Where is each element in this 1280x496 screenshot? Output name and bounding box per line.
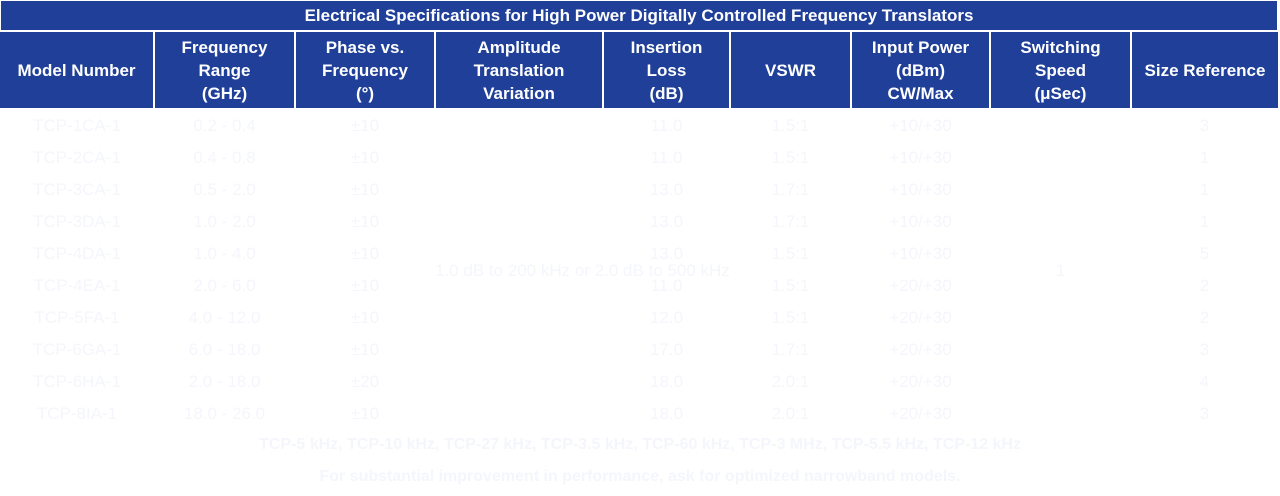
table-row: TCP-8IA-1 18.0 - 26.0 ±10 18.0 2.0:1 +20… xyxy=(0,398,1278,430)
cell-insertion-loss: 17.0 xyxy=(649,340,684,359)
table-body: TCP-1CA-1 0.2 - 0.4 ±10 1.0 dB to 200 kH… xyxy=(0,109,1278,430)
cell-size-reference: 3 xyxy=(1199,340,1210,359)
cell-model: TCP-4EA-1 xyxy=(33,276,121,295)
cell-size-reference: 2 xyxy=(1199,276,1210,295)
header-phase-vs-frequency: Phase vs. Frequency (°) xyxy=(295,32,436,110)
cell-model: TCP-6GA-1 xyxy=(32,340,122,359)
table-row: TCP-3DA-1 1.0 - 2.0 ±10 13.0 1.7:1 +10/+… xyxy=(0,206,1278,238)
cell-size-reference: 1 xyxy=(1199,148,1210,167)
cell-vswr: 1.7:1 xyxy=(771,180,810,199)
cell-phase: ±10 xyxy=(350,308,380,327)
cell-phase: ±10 xyxy=(350,116,380,135)
cell-amplitude-variation: 1.0 dB to 200 kHz or 2.0 dB to 500 kHz xyxy=(435,260,730,280)
cell-switching-speed: 1 xyxy=(1055,260,1066,280)
header-vswr: VSWR xyxy=(730,32,852,110)
cell-vswr: 1.5:1 xyxy=(771,244,810,263)
cell-insertion-loss: 12.0 xyxy=(649,308,684,327)
table-row: TCP-6GA-1 6.0 - 18.0 ±10 17.0 1.7:1 +20/… xyxy=(0,334,1278,366)
cell-frequency: 2.0 - 18.0 xyxy=(188,372,261,391)
footnote-narrowband: For substantial improvement in performan… xyxy=(319,468,961,485)
table-row: TCP-1CA-1 0.2 - 0.4 ±10 1.0 dB to 200 kH… xyxy=(0,109,1278,280)
cell-insertion-loss: 11.0 xyxy=(650,276,683,295)
table-row: TCP-3CA-1 0.5 - 2.0 ±10 13.0 1.7:1 +10/+… xyxy=(0,174,1278,206)
cell-insertion-loss: 11.0 xyxy=(650,116,683,135)
cell-frequency: 0.5 - 2.0 xyxy=(193,180,256,199)
cell-phase: ±10 xyxy=(350,340,380,359)
cell-vswr: 1.5:1 xyxy=(771,116,810,135)
cell-vswr: 1.5:1 xyxy=(771,148,810,167)
cell-input-power: +10/+30 xyxy=(889,212,952,231)
cell-size-reference: 4 xyxy=(1199,372,1210,391)
cell-model: TCP-2CA-1 xyxy=(33,148,121,167)
cell-size-reference: 5 xyxy=(1199,244,1210,263)
cell-vswr: 1.7:1 xyxy=(771,340,810,359)
cell-input-power: +10/+30 xyxy=(889,116,952,135)
header-insertion-loss: Insertion Loss (dB) xyxy=(603,32,731,110)
cell-phase: ±10 xyxy=(350,404,380,423)
cell-phase: ±10 xyxy=(350,212,380,231)
header-model-number: Model Number xyxy=(0,32,155,110)
cell-vswr: 1.7:1 xyxy=(771,212,810,231)
cell-frequency: 6.0 - 18.0 xyxy=(188,340,261,359)
cell-vswr: 2.0:1 xyxy=(771,372,810,391)
cell-input-power: +20/+30 xyxy=(889,372,952,391)
cell-model: TCP-3DA-1 xyxy=(33,212,121,231)
table-row: TCP-6HA-1 2.0 - 18.0 ±20 18.0 2.0:1 +20/… xyxy=(0,366,1278,398)
cell-insertion-loss: 13.0 xyxy=(649,212,684,231)
table-row: TCP-4DA-1 1.0 - 4.0 ±10 13.0 1.5:1 +10/+… xyxy=(0,238,1278,270)
table-row: TCP-4EA-1 2.0 - 6.0 ±10 11.0 1.5:1 +20/+… xyxy=(0,270,1278,302)
cell-size-reference: 3 xyxy=(1199,116,1210,135)
cell-insertion-loss: 18.0 xyxy=(649,372,684,391)
cell-phase: ±20 xyxy=(350,372,380,391)
cell-input-power: +10/+30 xyxy=(889,148,952,167)
cell-input-power: +20/+30 xyxy=(889,308,952,327)
cell-frequency: 0.4 - 0.8 xyxy=(193,148,256,167)
header-input-power: Input Power (dBm) CW/Max xyxy=(851,32,991,110)
cell-vswr: 2.0:1 xyxy=(771,404,810,423)
cell-insertion-loss: 13.0 xyxy=(649,244,684,263)
footnote-models: TCP-5 kHz, TCP-10 kHz, TCP-27 kHz, TCP-3… xyxy=(259,436,1021,453)
cell-phase: ±10 xyxy=(350,244,380,263)
cell-model: TCP-1CA-1 xyxy=(33,116,121,135)
cell-insertion-loss: 11.0 xyxy=(650,148,683,167)
cell-frequency: 18.0 - 26.0 xyxy=(183,404,266,423)
cell-input-power: +20/+30 xyxy=(889,276,952,295)
cell-frequency: 4.0 - 12.0 xyxy=(188,308,261,327)
cell-insertion-loss: 18.0 xyxy=(649,404,684,423)
cell-size-reference: 2 xyxy=(1199,308,1210,327)
table-row: TCP-2CA-1 0.4 - 0.8 ±10 11.0 1.5:1 +10/+… xyxy=(0,142,1278,174)
header-switching-speed: Switching Speed (μSec) xyxy=(990,32,1132,110)
cell-phase: ±10 xyxy=(350,276,380,295)
cell-model: TCP-5FA-1 xyxy=(34,308,120,327)
header-frequency-range: Frequency Range (GHz) xyxy=(154,32,296,110)
cell-model: TCP-3CA-1 xyxy=(33,180,121,199)
cell-phase: ±10 xyxy=(350,148,380,167)
cell-input-power: +20/+30 xyxy=(889,340,952,359)
cell-insertion-loss: 13.0 xyxy=(649,180,684,199)
cell-model: TCP-6HA-1 xyxy=(33,372,121,391)
cell-input-power: +20/+30 xyxy=(889,404,952,423)
header-size-reference: Size Reference xyxy=(1131,32,1278,110)
cell-frequency: 2.0 - 6.0 xyxy=(193,276,256,295)
cell-size-reference: 1 xyxy=(1199,212,1210,231)
cell-phase: ±10 xyxy=(350,180,380,199)
cell-model: TCP-4DA-1 xyxy=(33,244,121,263)
cell-model: TCP-8IA-1 xyxy=(36,404,118,423)
cell-frequency: 0.2 - 0.4 xyxy=(193,116,256,135)
cell-frequency: 1.0 - 2.0 xyxy=(193,212,256,231)
cell-vswr: 1.5:1 xyxy=(771,276,810,295)
cell-size-reference: 3 xyxy=(1199,404,1210,423)
table-title: Electrical Specifications for High Power… xyxy=(0,0,1278,31)
cell-input-power: +10/+30 xyxy=(889,180,952,199)
cell-input-power: +10/+30 xyxy=(889,244,952,263)
header-row: Model Number Frequency Range (GHz) Phase… xyxy=(0,32,1278,110)
cell-frequency: 1.0 - 4.0 xyxy=(193,244,256,263)
cell-size-reference: 1 xyxy=(1199,180,1210,199)
cell-vswr: 1.5:1 xyxy=(771,308,810,327)
table-row: TCP-5FA-1 4.0 - 12.0 ±10 12.0 1.5:1 +20/… xyxy=(0,302,1278,334)
spec-table: Model Number Frequency Range (GHz) Phase… xyxy=(0,32,1278,430)
header-amplitude-variation: Amplitude Translation Variation xyxy=(435,32,604,110)
